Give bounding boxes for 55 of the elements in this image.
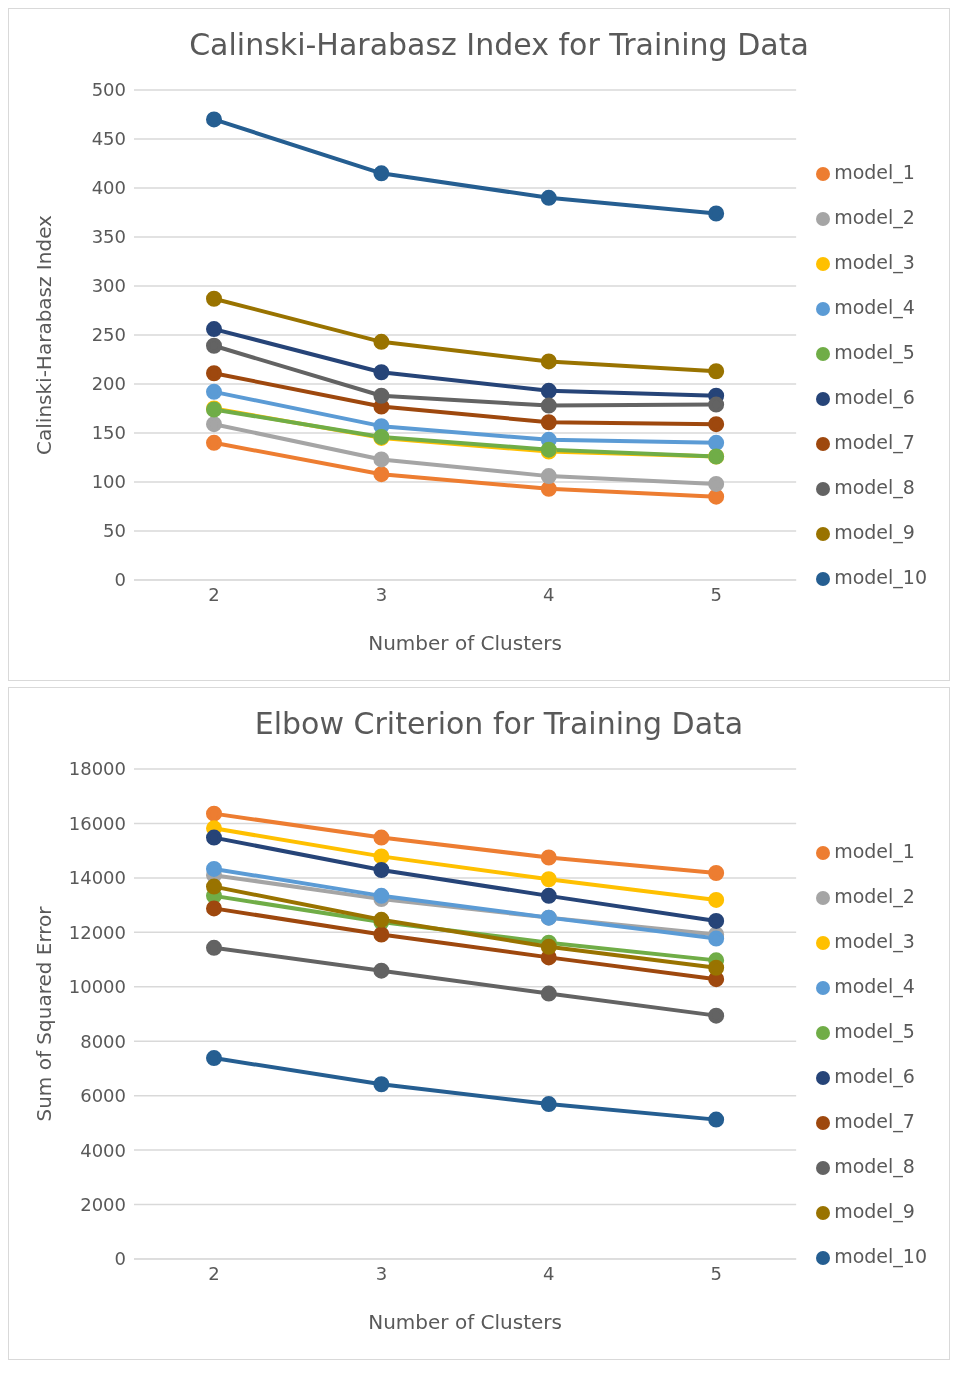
- legend-label: model_9: [834, 1200, 915, 1222]
- y-tick-label: 2000: [80, 1193, 126, 1215]
- legend-label: model_1: [834, 840, 915, 862]
- legend-label: model_1: [834, 161, 915, 183]
- y-tick-label: 10000: [68, 976, 126, 998]
- y-tick-label: 14000: [68, 867, 126, 889]
- x-tick-label: 5: [710, 583, 722, 605]
- y-tick-label: 500: [91, 79, 126, 101]
- y-tick-label: 150: [91, 422, 126, 444]
- legend-label: model_3: [834, 930, 915, 952]
- legend-label: model_9: [834, 521, 915, 543]
- chart-title: Calinski-Harabasz Index for Training Data: [188, 26, 810, 64]
- x-tick-label: 3: [375, 1262, 388, 1284]
- legend-label: model_2: [834, 206, 915, 228]
- chart-title: Elbow Criterion for Training Data: [253, 705, 745, 743]
- x-tick-label: 2: [208, 583, 220, 605]
- x-tick-label: 3: [375, 583, 388, 605]
- y-tick-label: 18000: [68, 758, 126, 780]
- y-tick-label: 200: [91, 373, 126, 395]
- x-tick-label: 4: [543, 1262, 555, 1284]
- legend-label: model_4: [834, 296, 915, 318]
- x-axis-title: Number of Clusters: [368, 1310, 562, 1334]
- y-tick-label: 100: [91, 471, 126, 493]
- y-tick-label: 0: [114, 569, 126, 591]
- y-tick-label: 350: [91, 226, 126, 248]
- x-axis-title: Number of Clusters: [368, 631, 562, 655]
- x-tick-label: 4: [543, 583, 555, 605]
- legend-label: model_7: [834, 1110, 915, 1132]
- y-tick-label: 4000: [80, 1139, 126, 1161]
- legend-label: model_10: [834, 1245, 927, 1267]
- y-tick-label: 6000: [80, 1085, 126, 1107]
- y-axis-title: Calinski-Harabasz Index: [32, 214, 57, 455]
- y-tick-label: 400: [91, 177, 126, 199]
- legend-label: model_6: [834, 386, 915, 408]
- legend-label: model_6: [834, 1065, 915, 1087]
- y-tick-label: 450: [91, 128, 126, 150]
- legend-label: model_10: [834, 566, 927, 588]
- legend-label: model_5: [834, 1020, 915, 1042]
- x-tick-label: 2: [208, 1262, 220, 1284]
- legend-label: model_5: [834, 341, 915, 363]
- y-tick-label: 50: [103, 520, 126, 542]
- legend-label: model_3: [834, 251, 915, 273]
- y-tick-label: 16000: [68, 812, 126, 834]
- y-tick-label: 300: [91, 275, 126, 297]
- y-axis-title: Sum of Squared Error: [32, 905, 57, 1122]
- legend-label: model_8: [834, 1155, 915, 1177]
- y-tick-label: 12000: [68, 921, 126, 943]
- legend-label: model_7: [834, 431, 915, 453]
- legend-label: model_4: [834, 975, 915, 997]
- legend-label: model_2: [834, 885, 915, 907]
- x-tick-label: 5: [710, 1262, 722, 1284]
- y-tick-label: 8000: [80, 1030, 126, 1052]
- y-tick-label: 250: [91, 324, 126, 346]
- y-tick-label: 0: [114, 1248, 126, 1270]
- legend-label: model_8: [834, 476, 915, 498]
